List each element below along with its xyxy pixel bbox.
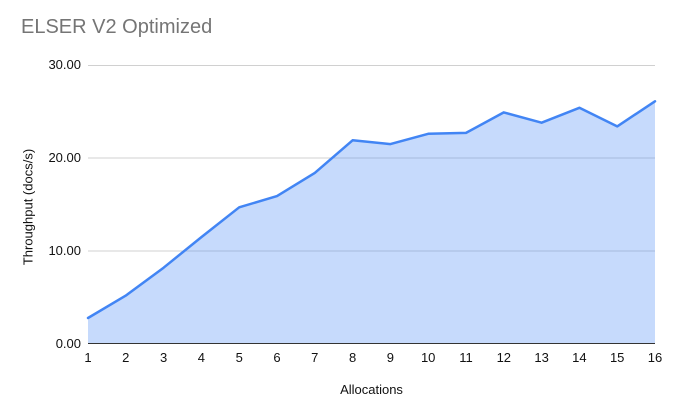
- x-tick-label: 9: [386, 350, 394, 365]
- y-tick-label: 0.00: [55, 336, 81, 351]
- chart-title: ELSER V2 Optimized: [21, 16, 213, 38]
- series-line: [86, 100, 657, 320]
- x-tick-label: 16: [647, 350, 663, 365]
- x-tick-label: 11: [459, 350, 473, 365]
- x-tick-label: 5: [235, 350, 243, 365]
- x-tick-label: 8: [348, 350, 357, 365]
- x-tick-label: 10: [420, 350, 436, 365]
- x-tick-label: 4: [197, 350, 205, 365]
- plot-area: [86, 65, 657, 345]
- y-tick-label: 10.00: [48, 243, 81, 258]
- x-tick-label: 2: [122, 350, 130, 365]
- x-tick-label: 12: [496, 350, 512, 365]
- x-tick-label: 1: [84, 350, 92, 365]
- x-axis-title: Allocations: [340, 382, 403, 397]
- area-fill: [88, 101, 655, 344]
- x-tick-label: 3: [159, 350, 168, 365]
- x-tick-label: 7: [311, 350, 319, 365]
- y-tick-label: 30.00: [48, 57, 81, 72]
- x-tick-label: 13: [534, 350, 549, 365]
- x-tick-label: 15: [609, 350, 625, 365]
- x-tick-label: 6: [273, 350, 281, 365]
- x-tick-label: 14: [572, 350, 587, 365]
- y-tick-label: 20.00: [48, 150, 81, 165]
